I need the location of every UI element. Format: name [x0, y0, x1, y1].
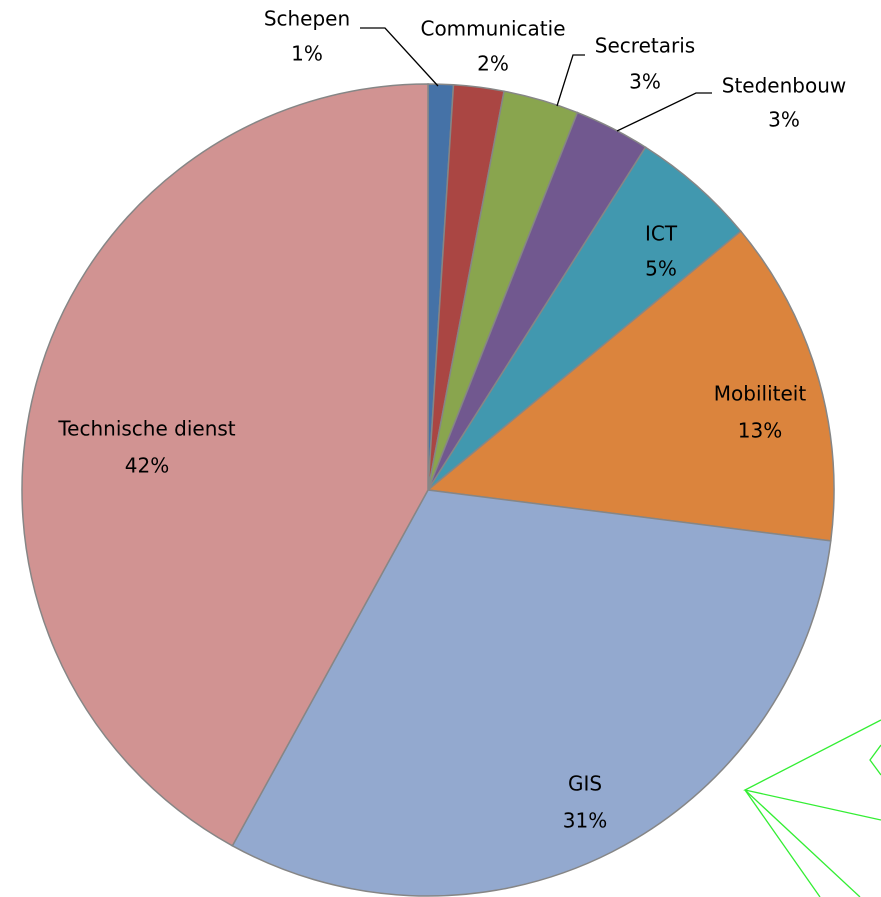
slice-value-label: 13% [738, 419, 782, 443]
stray-lines [869, 744, 881, 776]
slice-value-label: 42% [125, 454, 169, 478]
slice-label: Mobiliteit [714, 382, 807, 406]
slice-label: Secretaris [595, 34, 695, 58]
slice-value-label: 1% [291, 42, 323, 66]
slice-label: Stedenbouw [722, 74, 846, 98]
slice-label: Schepen [264, 7, 350, 31]
slice-value-label: 3% [629, 70, 661, 94]
pie-slice [426, 230, 835, 542]
stray-lines [744, 789, 821, 897]
slice-label: Communicatie [420, 17, 565, 41]
stray-lines [744, 789, 861, 897]
slice-value-label: 31% [563, 809, 607, 833]
stray-lines [743, 719, 881, 821]
slice-value-label: 3% [768, 108, 800, 132]
leader-line [556, 54, 585, 107]
slice-value-label: 2% [477, 52, 509, 76]
leader-line [360, 27, 439, 87]
slice-value-label: 5% [645, 257, 677, 281]
pie-slice [21, 83, 429, 847]
slice-label: ICT [645, 222, 678, 246]
slice-label: Technische dienst [57, 417, 235, 441]
leader-line [616, 92, 712, 132]
pie-slice [231, 489, 832, 897]
decoration [743, 719, 881, 897]
slice-label: GIS [568, 772, 602, 796]
